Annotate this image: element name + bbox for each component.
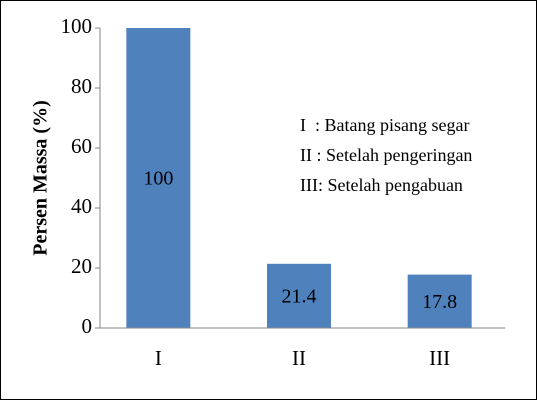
data-label: 100 xyxy=(143,168,173,190)
annotation: II : Setelah pengeringan xyxy=(300,145,472,165)
y-tick-label: 80 xyxy=(71,74,92,98)
annotation: III: Setelah pengabuan xyxy=(300,175,463,195)
y-tick-label: 0 xyxy=(82,314,93,338)
x-tick-label: III xyxy=(429,346,450,370)
y-tick-label: 100 xyxy=(61,14,93,38)
bar xyxy=(407,274,472,328)
x-tick-label: II xyxy=(292,346,306,370)
bar xyxy=(267,263,331,328)
y-tick-label: 40 xyxy=(71,194,92,218)
data-label: 17.8 xyxy=(422,291,457,313)
data-label: 21.4 xyxy=(282,285,317,307)
y-axis-label: Persen Massa (%) xyxy=(30,100,52,256)
annotation: I : Batang pisang segar xyxy=(300,115,469,135)
y-tick-label: 60 xyxy=(71,134,92,158)
bar xyxy=(126,28,191,328)
y-tick-label: 20 xyxy=(71,254,92,278)
x-tick-label: I xyxy=(155,346,162,370)
